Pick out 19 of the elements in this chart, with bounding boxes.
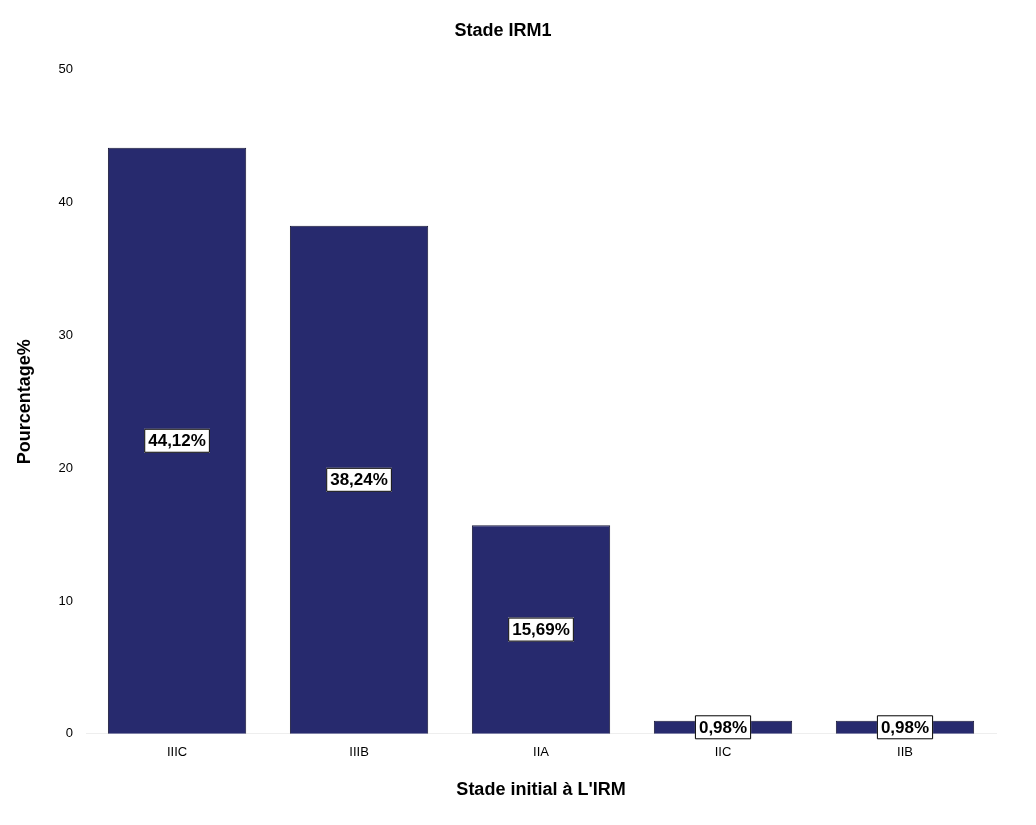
x-tick-label: IIB <box>897 744 913 760</box>
y-tick-label: 30 <box>58 326 74 342</box>
y-axis-title: Pourcentage% <box>13 339 34 465</box>
x-tick-label: IIIB <box>349 744 369 760</box>
x-tick-label: IIC <box>714 744 732 760</box>
data-label: 0,98% <box>698 717 748 737</box>
y-tick-label: 10 <box>58 592 74 608</box>
chart-title: Stade IRM1 <box>454 19 552 40</box>
y-tick-label: 40 <box>58 194 74 210</box>
y-tick-label: 50 <box>58 61 74 77</box>
x-tick-label: IIIC <box>166 744 188 760</box>
data-label: 15,69% <box>512 620 570 640</box>
x-axis-title: Stade initial à L'IRM <box>456 779 626 800</box>
x-tick-label: IIA <box>533 744 550 760</box>
data-label: 38,24% <box>330 470 388 490</box>
y-tick-label: 0 <box>65 725 74 741</box>
y-tick-label: 20 <box>58 459 74 475</box>
data-label: 0,98% <box>880 717 930 737</box>
data-label: 44,12% <box>148 431 206 451</box>
